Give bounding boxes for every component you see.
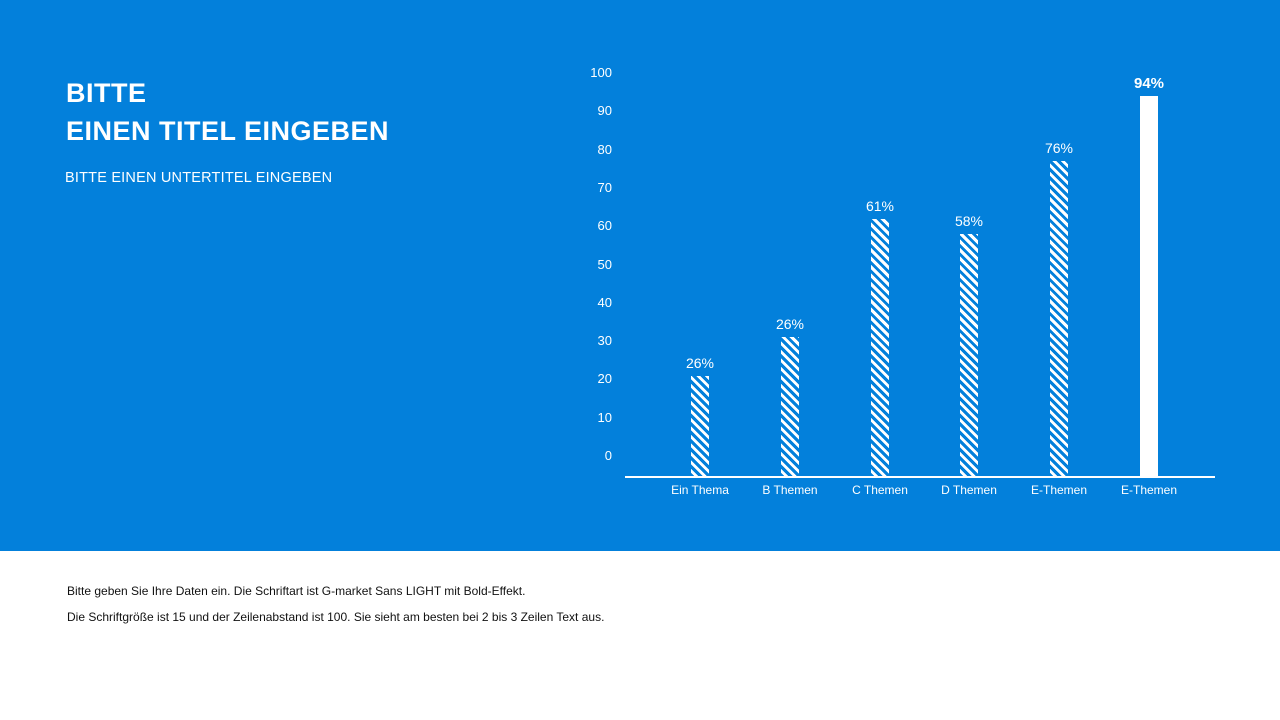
bar-value-label: 94% bbox=[1133, 74, 1165, 92]
bar bbox=[960, 233, 978, 477]
bar-value-label: 61% bbox=[865, 197, 895, 214]
y-tick-label: 70 bbox=[597, 179, 612, 195]
y-tick-label: 30 bbox=[597, 333, 612, 349]
footer-line-2: Die Schriftgröße ist 15 und der Zeilenab… bbox=[67, 610, 605, 624]
bar-value-label: 26% bbox=[685, 354, 715, 371]
x-tick-label: D Themen bbox=[941, 483, 997, 497]
bar-chart: 100 90 80 70 60 50 40 30 20 10 0 26% Ein Thema 26% B … bbox=[590, 65, 1215, 497]
y-tick-label: 80 bbox=[597, 141, 612, 157]
bar bbox=[691, 375, 709, 477]
y-tick-label: 10 bbox=[597, 409, 612, 425]
y-tick-label: 60 bbox=[597, 218, 612, 234]
bar bbox=[1050, 161, 1068, 477]
y-tick-label: 50 bbox=[597, 256, 612, 272]
x-tick-label: Ein Thema bbox=[671, 483, 729, 497]
bar bbox=[871, 218, 889, 477]
page-title: BITTE EINEN TITEL EINGEBEN bbox=[66, 74, 389, 150]
title-line-1: BITTE bbox=[66, 78, 147, 108]
y-tick-label: 40 bbox=[597, 294, 612, 310]
bar bbox=[1140, 95, 1158, 477]
bar bbox=[781, 337, 799, 477]
title-line-2: EINEN TITEL EINGEBEN bbox=[66, 116, 390, 146]
y-tick-label: 100 bbox=[590, 65, 612, 80]
bar-value-label: 58% bbox=[954, 212, 984, 229]
footer-notes: Bitte geben Sie Ihre Daten ein. Die Schr… bbox=[67, 583, 604, 635]
y-tick-label: 0 bbox=[604, 448, 612, 463]
y-tick-label: 20 bbox=[597, 371, 612, 387]
footer-line-1: Bitte geben Sie Ihre Daten ein. Die Schr… bbox=[67, 584, 526, 598]
x-tick-label: B Themen bbox=[762, 483, 818, 497]
y-tick-label: 90 bbox=[597, 103, 612, 119]
bar-value-label: 26% bbox=[775, 316, 805, 333]
page-subtitle: BITTE EINEN UNTERTITEL EINGEBEN bbox=[65, 170, 333, 186]
x-tick-label: E-Themen bbox=[1120, 483, 1178, 497]
x-axis-line bbox=[625, 476, 1215, 478]
bar-value-label: 76% bbox=[1044, 140, 1074, 157]
x-tick-label: C Themen bbox=[852, 483, 908, 497]
x-tick-label: E-Themen bbox=[1030, 483, 1088, 497]
